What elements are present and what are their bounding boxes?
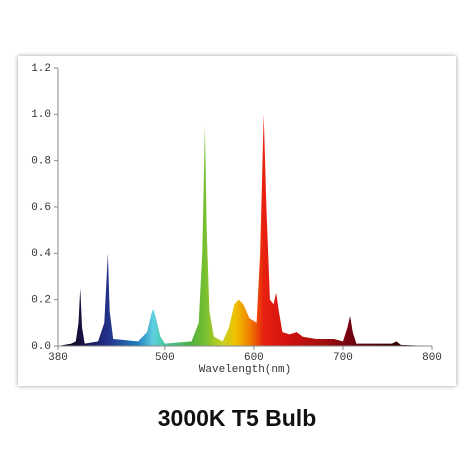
y-tick-label: 0.2 [31, 295, 51, 307]
x-tick-label: 500 [155, 352, 175, 364]
x-tick-label: 380 [48, 352, 68, 364]
x-tick-label: 600 [244, 352, 264, 364]
y-tick-label: 0.8 [31, 156, 51, 168]
chart-title: 3000K T5 Bulb [158, 405, 317, 431]
y-tick-label: 1.2 [31, 63, 51, 75]
x-tick-label: 800 [422, 352, 442, 364]
y-tick-label: 0.6 [31, 202, 51, 214]
y-tick-label: 0.0 [31, 341, 51, 353]
x-tick-label: 700 [333, 352, 353, 364]
y-tick-label: 1.0 [31, 109, 51, 121]
y-tick-label: 0.4 [31, 248, 51, 260]
x-axis-label: Wavelength(nm) [199, 364, 291, 376]
